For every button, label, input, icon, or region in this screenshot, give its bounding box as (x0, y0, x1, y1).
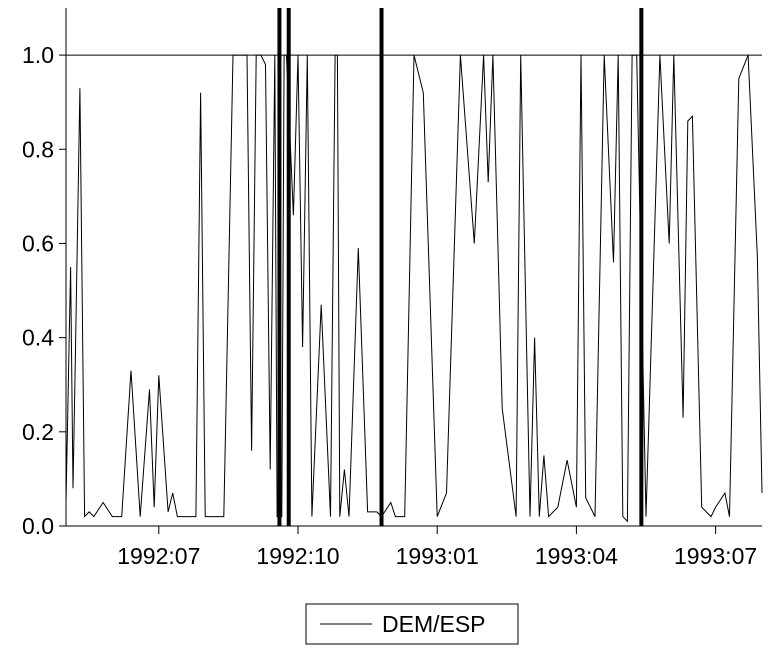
x-tick-label-4: 1993:07 (674, 543, 757, 569)
vertical-marker-group (277, 8, 644, 526)
y-tick-label-0: 0.0 (22, 513, 54, 539)
y-tick-label-2: 0.4 (22, 325, 54, 351)
y-tick-label-3: 0.6 (22, 230, 54, 256)
legend-label-dem-esp: DEM/ESP (382, 611, 486, 637)
series-line-0 (65, 54, 763, 523)
x-tick-label-0: 1992:07 (117, 543, 200, 569)
legend: DEM/ESP (305, 603, 519, 645)
x-tick-label-3: 1993:04 (535, 543, 618, 569)
plot-frame (65, 8, 762, 527)
x-axis: 1992:07 1992:10 1993:01 1993:04 1993:07 (117, 526, 757, 569)
y-axis: 0.0 0.2 0.4 0.6 0.8 1.0 (22, 42, 66, 539)
y-tick-label-1: 0.2 (22, 419, 54, 445)
series-group (65, 54, 763, 523)
x-tick-label-1: 1992:10 (256, 543, 339, 569)
y-tick-label-5: 1.0 (22, 42, 54, 68)
legend-box (305, 603, 519, 645)
y-tick-label-4: 0.8 (22, 136, 54, 162)
x-tick-label-2: 1993:01 (396, 543, 479, 569)
